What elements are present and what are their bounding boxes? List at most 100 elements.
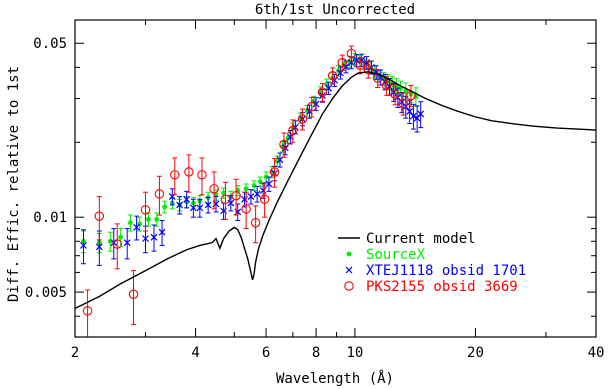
marker-stroke [123,239,131,247]
marker-stroke [95,243,103,251]
data-point [197,170,207,180]
data-point [250,217,261,228]
data-point [118,234,124,240]
data-point [196,204,204,212]
series-group [75,45,596,337]
data-point [189,204,197,212]
legend-label: XTEJ1118 obsid 1701 [366,263,526,279]
data-point [263,174,269,180]
x-axis-label: Wavelength (Å) [276,370,394,387]
marker-stroke [409,112,417,120]
marker-stroke [377,73,385,81]
data-point [355,60,365,70]
marker-stroke [276,156,284,164]
data-point [145,216,151,222]
data-point [276,156,284,164]
data-point [170,170,180,180]
data-point [140,205,151,215]
marker-stroke [150,233,158,241]
marker-stroke [347,59,355,67]
y-axis-label: Diff. Effic. relative to 1st [6,66,22,302]
data-point [363,64,374,75]
marker-stroke [142,235,149,243]
data-point [209,184,219,194]
data-point [259,194,270,205]
data-point [142,235,149,243]
data-point [344,281,354,291]
data-point [80,242,87,249]
data-point [398,86,403,91]
data-point [154,189,165,199]
data-point [390,89,400,99]
data-point [253,190,261,198]
data-point [220,194,231,205]
data-point [123,239,131,247]
data-point [312,100,320,108]
data-point [417,110,425,118]
data-point [386,83,393,90]
legend-item: SourceX [346,247,426,263]
legend-label: SourceX [366,247,426,263]
legend-label: Current model [366,231,476,247]
data-point [398,98,408,109]
series-0 [75,71,596,310]
data-point [94,211,105,221]
plot-frame [74,19,597,338]
data-point [213,192,219,198]
data-point [127,220,133,226]
data-point [337,57,348,68]
data-point [158,228,166,236]
data-point [176,201,184,209]
data-point [381,80,392,91]
marker-stroke [353,57,361,64]
marker-stroke [196,204,204,212]
marker-stroke [312,100,320,108]
data-point [317,87,328,97]
data-point [265,180,273,188]
data-point [306,101,317,112]
data-point [133,223,141,231]
x-tick-label: 4 [191,345,199,361]
data-point [297,114,308,124]
marker-stroke [183,195,191,203]
x-tick-label: 8 [312,345,320,361]
data-point [269,167,280,177]
marker-stroke [345,266,353,274]
marker-stroke [80,242,87,249]
marker-stroke [176,201,184,209]
y-tick-label: 0.005 [25,285,67,301]
marker-stroke [133,223,141,231]
legend-item: Current model [338,231,476,247]
data-point [243,186,249,192]
marker-stroke [189,204,197,212]
data-point [162,204,168,210]
data-point [346,251,352,257]
data-point [327,71,338,81]
data-point [317,89,323,95]
x-tick-label: 10 [346,345,363,361]
marker-stroke [342,63,350,71]
data-point [285,135,291,141]
data-point [251,183,257,188]
data-point [241,204,251,214]
data-point [288,125,298,136]
marker-stroke [398,98,406,106]
legend-item: XTEJ1118 obsid 1701 [345,263,526,279]
data-point [347,59,355,67]
series-layer [75,45,596,337]
marker-stroke [227,199,235,207]
x-tick-label: 20 [467,345,484,361]
data-point [346,48,357,59]
series-3 [82,45,416,337]
data-point [279,139,289,150]
marker-stroke [253,190,261,198]
marker-stroke [417,110,425,118]
data-point [183,195,191,203]
legend-item: PKS2155 obsid 3669 [344,279,518,295]
x-tick-label: 40 [588,345,605,361]
marker-stroke [247,193,255,201]
data-point [259,187,267,194]
x-tick-label: 2 [71,345,79,361]
